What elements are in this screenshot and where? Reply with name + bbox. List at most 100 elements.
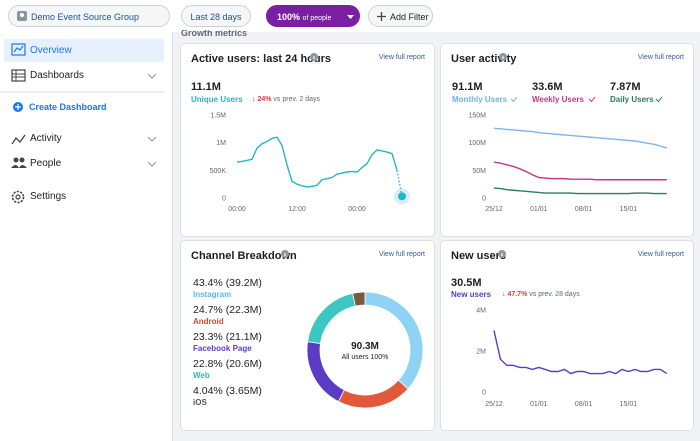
donut-segment [337, 379, 409, 409]
view-report-link[interactable]: View full report [637, 251, 684, 258]
line-series [493, 127, 668, 149]
x-tick-label: 15/01 [620, 401, 638, 408]
source-icon [17, 11, 27, 21]
y-tick-label: 150M [468, 113, 486, 120]
source-button[interactable]: Demo Event Source Group [8, 5, 170, 27]
info-icon [310, 53, 318, 61]
card-user-activity: 0 50M 100M 150M 25/12 01/01 08/01 15/01 User ac… [441, 44, 693, 236]
nav-create-dashboard[interactable]: Create Dashboard [29, 102, 107, 112]
change-value: ↓ 24% [252, 96, 272, 103]
metric-label: Unique Users [191, 95, 243, 104]
y-tick-label: 500K [210, 168, 227, 175]
filter-button[interactable]: Add Filter [368, 5, 433, 27]
view-report-link[interactable]: View full report [378, 54, 425, 61]
nav-dashboards[interactable]: Dashboards [30, 70, 84, 81]
card-title: New users [451, 250, 507, 262]
active-highlight [4, 39, 164, 62]
legend-name: Android [193, 317, 224, 326]
info-icon [499, 53, 507, 61]
x-tick-label: 00:00 [228, 206, 246, 213]
line-series [493, 161, 667, 181]
legend-name: Facebook Page [193, 344, 252, 353]
y-tick-label: 1.5M [210, 113, 226, 120]
section-title: Growth metrics [181, 30, 248, 38]
sidebar-icons [0, 43, 164, 204]
metric-value: 30.5M [451, 277, 482, 289]
metric-value: 7.87M [610, 81, 641, 93]
metric-label: New users [451, 290, 492, 299]
x-tick-label: 00:00 [348, 206, 366, 213]
date-label: Last 28 days [190, 12, 242, 22]
nav-overview[interactable]: Overview [30, 45, 72, 56]
view-report-link[interactable]: View full report [637, 54, 684, 61]
legend-name: Instagram [193, 290, 231, 299]
legend-value: 23.3% (21.1M) [193, 331, 262, 343]
metric-label: Daily Users [610, 95, 654, 104]
y-tick-label: 4M [476, 308, 486, 315]
plus-icon [377, 12, 386, 21]
chart: 43.4% (39.2M)Instagram 24.7% (22.3M)Andro… [193, 277, 424, 409]
x-tick-label: 15/01 [620, 206, 638, 213]
metric-label: Monthly Users [452, 95, 508, 104]
x-tick-label: 08/01 [575, 206, 593, 213]
legend-value: 43.4% (39.2M) [193, 277, 262, 289]
center-value: 90.3M [351, 341, 379, 352]
y-tick-label: 1M [216, 140, 226, 147]
y-tick-label: 0 [222, 196, 226, 203]
y-tick-label: 50M [472, 168, 486, 175]
card-title: Channel Breakdown [191, 250, 297, 262]
change-value: ↓ 47.7% [502, 291, 528, 298]
legend-name: iOS [193, 398, 207, 407]
y-tick-label: 100M [468, 140, 486, 147]
metric-label: Weekly Users [532, 95, 584, 104]
nav-activity[interactable]: Activity [30, 133, 62, 144]
change: ↓ 24% vs prev. 2 days [252, 96, 320, 103]
x-tick-label: 01/01 [530, 401, 548, 408]
current-point [398, 192, 406, 201]
donut-segment [352, 291, 366, 307]
change-suffix: vs prev. 28 days [529, 291, 580, 298]
card-active-users: 0 500K 1M 1.5M 00:00 12:00 00:00 Active users:… [181, 44, 434, 236]
metric-value: 11.1M [191, 81, 221, 93]
line-series [493, 330, 668, 375]
chart: 0 500K 1M 1.5M 00:00 12:00 00:00 [210, 113, 410, 213]
center-label: All users 100% [342, 354, 389, 361]
nav-people[interactable]: People [30, 158, 62, 169]
legend-name: Web [193, 371, 210, 380]
card-channel-breakdown: 43.4% (39.2M) Instagram 24.7% (22.3M) Andro… [181, 241, 434, 430]
chart: 0 50M 100M 150M 25/12 01/01 08/01 15/01 [468, 113, 668, 213]
legend-value: 4.04% (3.65M) [193, 385, 262, 397]
card-new-users: 0 2M 4M 25/12 01/01 08/01 15/01 New users View… [441, 241, 693, 430]
info-icon [498, 250, 506, 258]
x-tick-label: 01/01 [530, 206, 548, 213]
card-title: Active users: last 24 hours [191, 53, 332, 65]
change: ↓ 47.7% vs prev. 28 days [502, 291, 580, 298]
line-series [493, 187, 667, 195]
x-tick-label: 08/01 [575, 401, 593, 408]
dropdown-caret [347, 15, 354, 19]
x-tick-label: 12:00 [288, 206, 306, 213]
date-button[interactable]: Last 28 days [181, 5, 251, 27]
y-tick-label: 0 [482, 390, 486, 397]
filter-label: Add Filter [390, 12, 429, 22]
check-icons [510, 96, 663, 103]
y-tick-label: 0 [482, 196, 486, 203]
x-tick-label: 25/12 [485, 401, 503, 408]
change-suffix: vs prev. 2 days [273, 96, 320, 103]
audience-suffix: of people [302, 15, 332, 22]
toolbar: Demo Event Source Group Last 28 days 100… [0, 0, 700, 32]
legend-value: 24.7% (22.3M) [193, 304, 262, 316]
donut-segment [307, 292, 356, 344]
donut-segment [306, 341, 345, 403]
line-series [236, 136, 398, 188]
metric-value: 91.1M [452, 81, 483, 93]
chart: 0 2M 4M 25/12 01/01 08/01 15/01 [476, 308, 668, 408]
nav-settings[interactable]: Settings [30, 191, 67, 202]
legend-value: 22.8% (20.6M) [193, 358, 262, 370]
source-label: Demo Event Source Group [31, 12, 140, 22]
y-tick-label: 2M [476, 349, 486, 356]
audience-button[interactable]: 100% of people [266, 5, 360, 27]
info-icon [281, 250, 289, 258]
view-report-link[interactable]: View full report [378, 251, 425, 258]
